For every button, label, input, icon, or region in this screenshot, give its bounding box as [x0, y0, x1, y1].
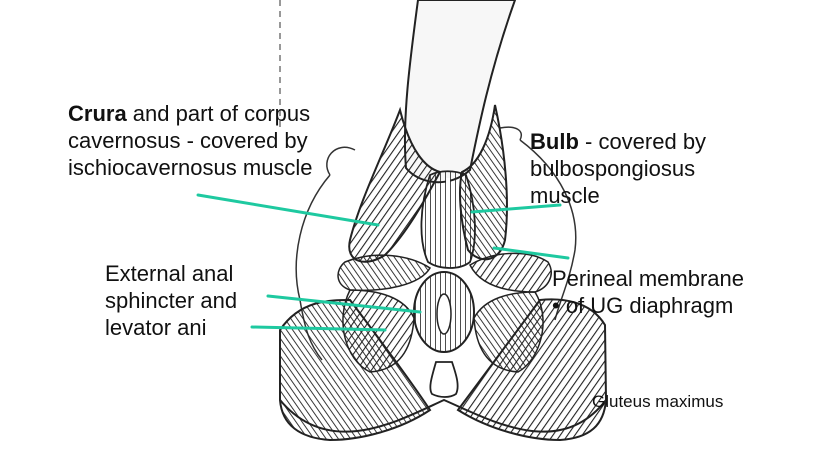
right-thigh-outline [519, 139, 577, 321]
pointer-perineal [492, 246, 570, 260]
pointer-bulb [470, 203, 562, 214]
left-upper-skin [326, 146, 356, 176]
label-crura: Crura and part of corpus cavernosus - co… [68, 100, 313, 181]
left-gluteus-maximus [279, 298, 432, 442]
left-transverse [337, 254, 432, 292]
anal-opening [436, 293, 452, 335]
label-bulb-line2: bulbospongiosus [530, 156, 696, 181]
label-gluteus-maximus: Gluteus maximus [592, 392, 724, 411]
right-gluteus-maximus [456, 298, 608, 442]
pointer-lines [196, 193, 570, 332]
label-anal-line1: External anal [105, 261, 234, 286]
right-upper-skin [499, 126, 522, 141]
label-bulb: Bulb - covered by bulbospongiosus muscle [530, 128, 706, 209]
right-transverse [469, 252, 552, 293]
label-crura-line2: cavernosus - covered by [68, 128, 308, 153]
coccyx [429, 361, 459, 398]
pointer-levator-ani [250, 325, 387, 332]
label-crura-bold: Crura [68, 101, 127, 126]
label-crura-line3: ischiocavernosus muscle [68, 155, 313, 180]
label-perineal-membrane: Perineal membrane • of UG diaphragm [552, 265, 744, 319]
label-anal-line3: levator ani [105, 315, 207, 340]
label-crura-rest: and part of corpus [126, 101, 311, 126]
label-bulb-line3: muscle [530, 183, 600, 208]
label-perineal-line1: Perineal membrane [552, 266, 744, 291]
pointer-anal-sphincter [266, 294, 422, 314]
label-bulb-bold: Bulb [530, 129, 579, 154]
label-bulb-rest: - covered by [578, 129, 707, 154]
gluteal-cleft [279, 398, 607, 433]
label-perineal-line2: • of UG diaphragm [552, 293, 734, 318]
pointer-crura [196, 193, 380, 227]
label-anal-line2: sphincter and [105, 288, 238, 313]
label-anal-sphincter: External anal sphincter and levator ani [105, 260, 237, 341]
